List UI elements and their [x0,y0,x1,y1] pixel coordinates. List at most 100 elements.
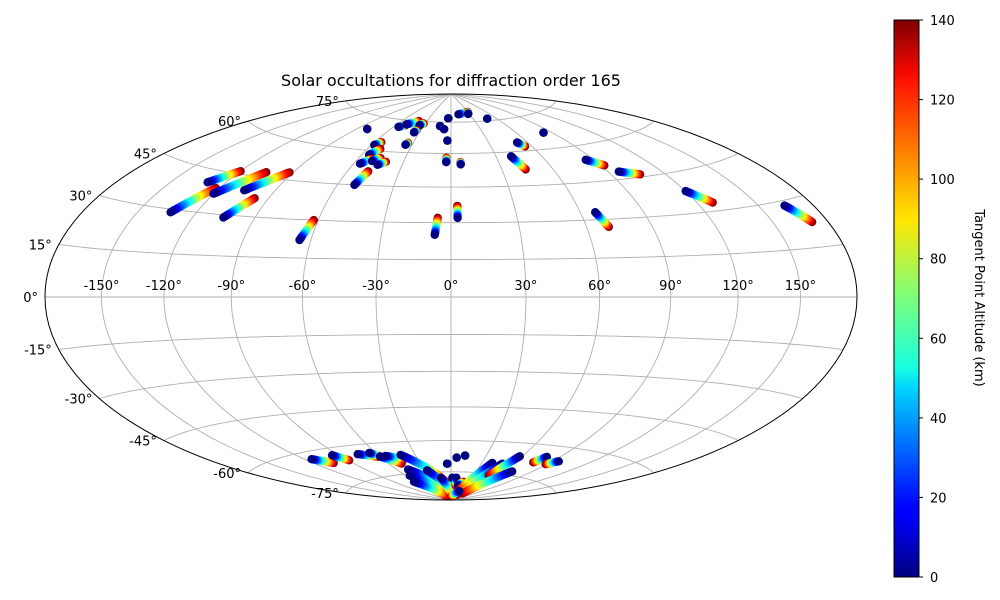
occultation-point [401,140,410,149]
occultation-point [409,477,419,486]
occultation-point [436,473,446,482]
longitude-tick-label: 60° [588,279,611,294]
occultation-point [209,189,218,198]
occultation-point [464,109,473,119]
colorbar-label: Tangent Point Altitude (km) [971,208,986,386]
occultation-point [456,160,465,169]
colorbar-tick-label: 120 [930,94,955,109]
occultation-point [453,213,462,223]
colorbar-tick-label: 140 [930,14,955,29]
occultation-point [219,213,228,222]
occultation-point [443,136,452,145]
occultation-point [405,471,414,480]
colorbar-tick-label: 20 [930,491,947,506]
colorbar-tick-label: 60 [930,332,947,347]
occultation-point [381,451,390,461]
longitude-tick-label: -60° [289,279,317,294]
longitude-tick-label: 30° [514,279,537,294]
longitude-tick-label: -90° [217,279,245,294]
occultation-point [542,452,552,462]
graticule [45,94,857,500]
occultation-point [327,451,337,460]
occultation-point [307,455,316,464]
occultation-point [460,451,470,460]
colorbar: 0 20 40 60 80 100 120 140 Tangent Point Altitud… [893,14,986,586]
occultation-point [506,152,516,161]
latitude-tick-label: -15° [24,344,52,359]
colorbar-gradient [893,19,920,578]
occultation-point [240,186,249,195]
occultation-point [452,453,461,462]
occultation-point [295,235,304,245]
colorbar-ticks: 0 20 40 60 80 100 120 140 [919,14,955,586]
chart-title: Solar occultations for diffraction order… [281,71,621,90]
colorbar-tick-label: 40 [930,412,947,427]
occultation-point [365,448,374,458]
latitude-tick-label: -75° [311,487,339,502]
latitude-tick-label: 60° [218,115,241,130]
latitude-tick-label: 75° [316,95,339,110]
latitude-tick-label: -30° [65,393,93,408]
parallel-line [58,334,844,350]
occultation-point [355,159,365,168]
occultation-point [614,167,623,176]
occultation-point [554,457,563,466]
map-boundary [44,93,858,501]
occultation-point [439,125,449,134]
occultation-point [442,158,451,167]
occultation-point [203,178,212,187]
parallel-line [345,471,557,494]
parallel-line [58,244,844,260]
occultation-point [422,466,432,475]
occultation-points [166,107,817,500]
colorbar-tick-label: 0 [930,571,938,586]
occultation-point [455,487,464,496]
latitude-tick-label: 0° [23,291,38,306]
colorbar-tick-label: 80 [930,253,947,268]
occultation-point [512,138,522,147]
parallel-line [99,370,803,399]
latitude-tick-label: 45° [134,148,157,163]
latitude-tick-labels: -75° -60° -45° -30° -15° 0° 15° 30° 45° 60° 75° [23,95,339,502]
occultation-point [363,124,372,134]
parallel-line [345,100,557,123]
longitude-tick-label: 120° [722,279,753,294]
occultation-point [591,208,600,217]
longitude-tick-label: 150° [785,279,816,294]
occultation-point [508,467,517,476]
longitude-tick-label: 0° [444,279,459,294]
occultation-point [409,128,419,137]
parallel-line [247,440,655,474]
occultation-point [581,155,590,164]
occultation-point [353,450,362,459]
parallel-line [99,195,803,224]
occultation-point [402,120,411,129]
occultation-point [681,186,690,196]
latitude-tick-label: -45° [129,435,157,450]
occultation-point [350,180,359,190]
occultation-point [442,459,452,468]
occultation-point [539,128,548,137]
latitude-tick-label: 30° [69,190,92,205]
latitude-tick-label: -60° [213,467,241,482]
occultation-point [373,160,382,169]
colorbar-tick-label: 100 [930,173,955,188]
parallel-line [247,120,655,154]
longitude-tick-label: -30° [362,279,390,294]
longitude-tick-label: -120° [146,279,182,294]
longitude-tick-labels: -150° -120° -90° -60° -30° 0° 30° 60° 90° 120° 150… [83,279,816,294]
longitude-tick-label: -150° [83,279,119,294]
occultation-point [780,201,789,210]
occultation-point [454,110,463,119]
occultation-point [483,114,492,123]
occultation-point [394,122,403,132]
occultation-point [166,208,175,217]
occultation-point [396,450,405,460]
parallel-line [163,406,739,441]
occultation-point [515,452,524,461]
occultation-point [443,114,453,123]
occultation-point [452,473,461,482]
longitude-tick-label: 90° [659,279,682,294]
latitude-tick-label: 15° [29,239,52,254]
